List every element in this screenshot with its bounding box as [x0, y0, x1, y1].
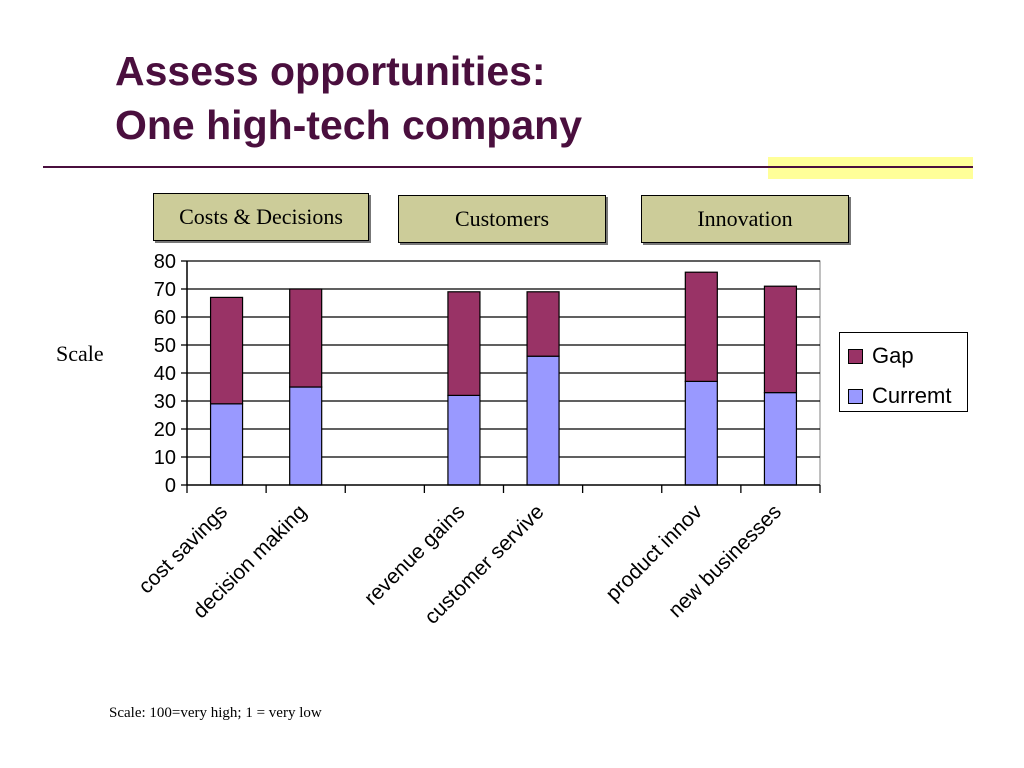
bar-gap-7 — [763, 285, 798, 394]
bar-gap-1 — [289, 288, 323, 388]
y-tick-label-80: 80 — [154, 251, 176, 273]
bars — [209, 271, 798, 486]
bar-curremt-7 — [763, 392, 798, 486]
bar-gap-6 — [684, 271, 718, 383]
y-tick-label-30: 30 — [154, 391, 176, 413]
slide-title: Assess opportunities: One high-tech comp… — [115, 44, 582, 152]
scale-footnote: Scale: 100=very high; 1 = very low — [109, 705, 322, 721]
y-tick-label-40: 40 — [154, 363, 176, 385]
group-label-customers: Customers — [398, 195, 606, 243]
group-label-costs-decisions: Costs & Decisions — [153, 193, 369, 241]
bar-curremt-4 — [526, 355, 560, 486]
y-tick-label-10: 10 — [154, 447, 176, 469]
bar-curremt-0 — [209, 403, 244, 486]
chart-legend: Gap Curremt — [839, 332, 968, 412]
title-accent-bar — [768, 157, 973, 179]
bar-curremt-6 — [684, 380, 718, 486]
bar-curremt-1 — [289, 386, 323, 486]
slide-title-line-1: Assess opportunities: — [115, 48, 546, 94]
y-tick-label-60: 60 — [154, 307, 176, 329]
gridlines — [186, 260, 821, 486]
y-tick-label-50: 50 — [154, 335, 176, 357]
axes — [181, 260, 821, 493]
bar-gap-3 — [447, 291, 481, 396]
title-divider-accent — [768, 166, 973, 168]
slide-title-line-2: One high-tech company — [115, 102, 582, 148]
y-tick-label-20: 20 — [154, 419, 176, 441]
legend-label-curremt: Curremt — [872, 383, 952, 408]
bar-gap-4 — [526, 291, 560, 357]
legend-swatch-gap — [848, 348, 863, 364]
legend-item-curremt: Curremt — [848, 383, 952, 408]
legend-swatch-curremt — [848, 388, 863, 404]
legend-item-gap: Gap — [848, 343, 914, 368]
legend-label-gap: Gap — [872, 343, 914, 368]
y-tick-label-0: 0 — [165, 475, 176, 497]
group-label-innovation: Innovation — [641, 195, 849, 243]
y-axis-title: Scale — [56, 341, 104, 366]
bar-gap-0 — [209, 296, 244, 405]
y-tick-label-70: 70 — [154, 279, 176, 301]
bar-curremt-3 — [447, 394, 481, 486]
title-divider — [43, 166, 973, 168]
